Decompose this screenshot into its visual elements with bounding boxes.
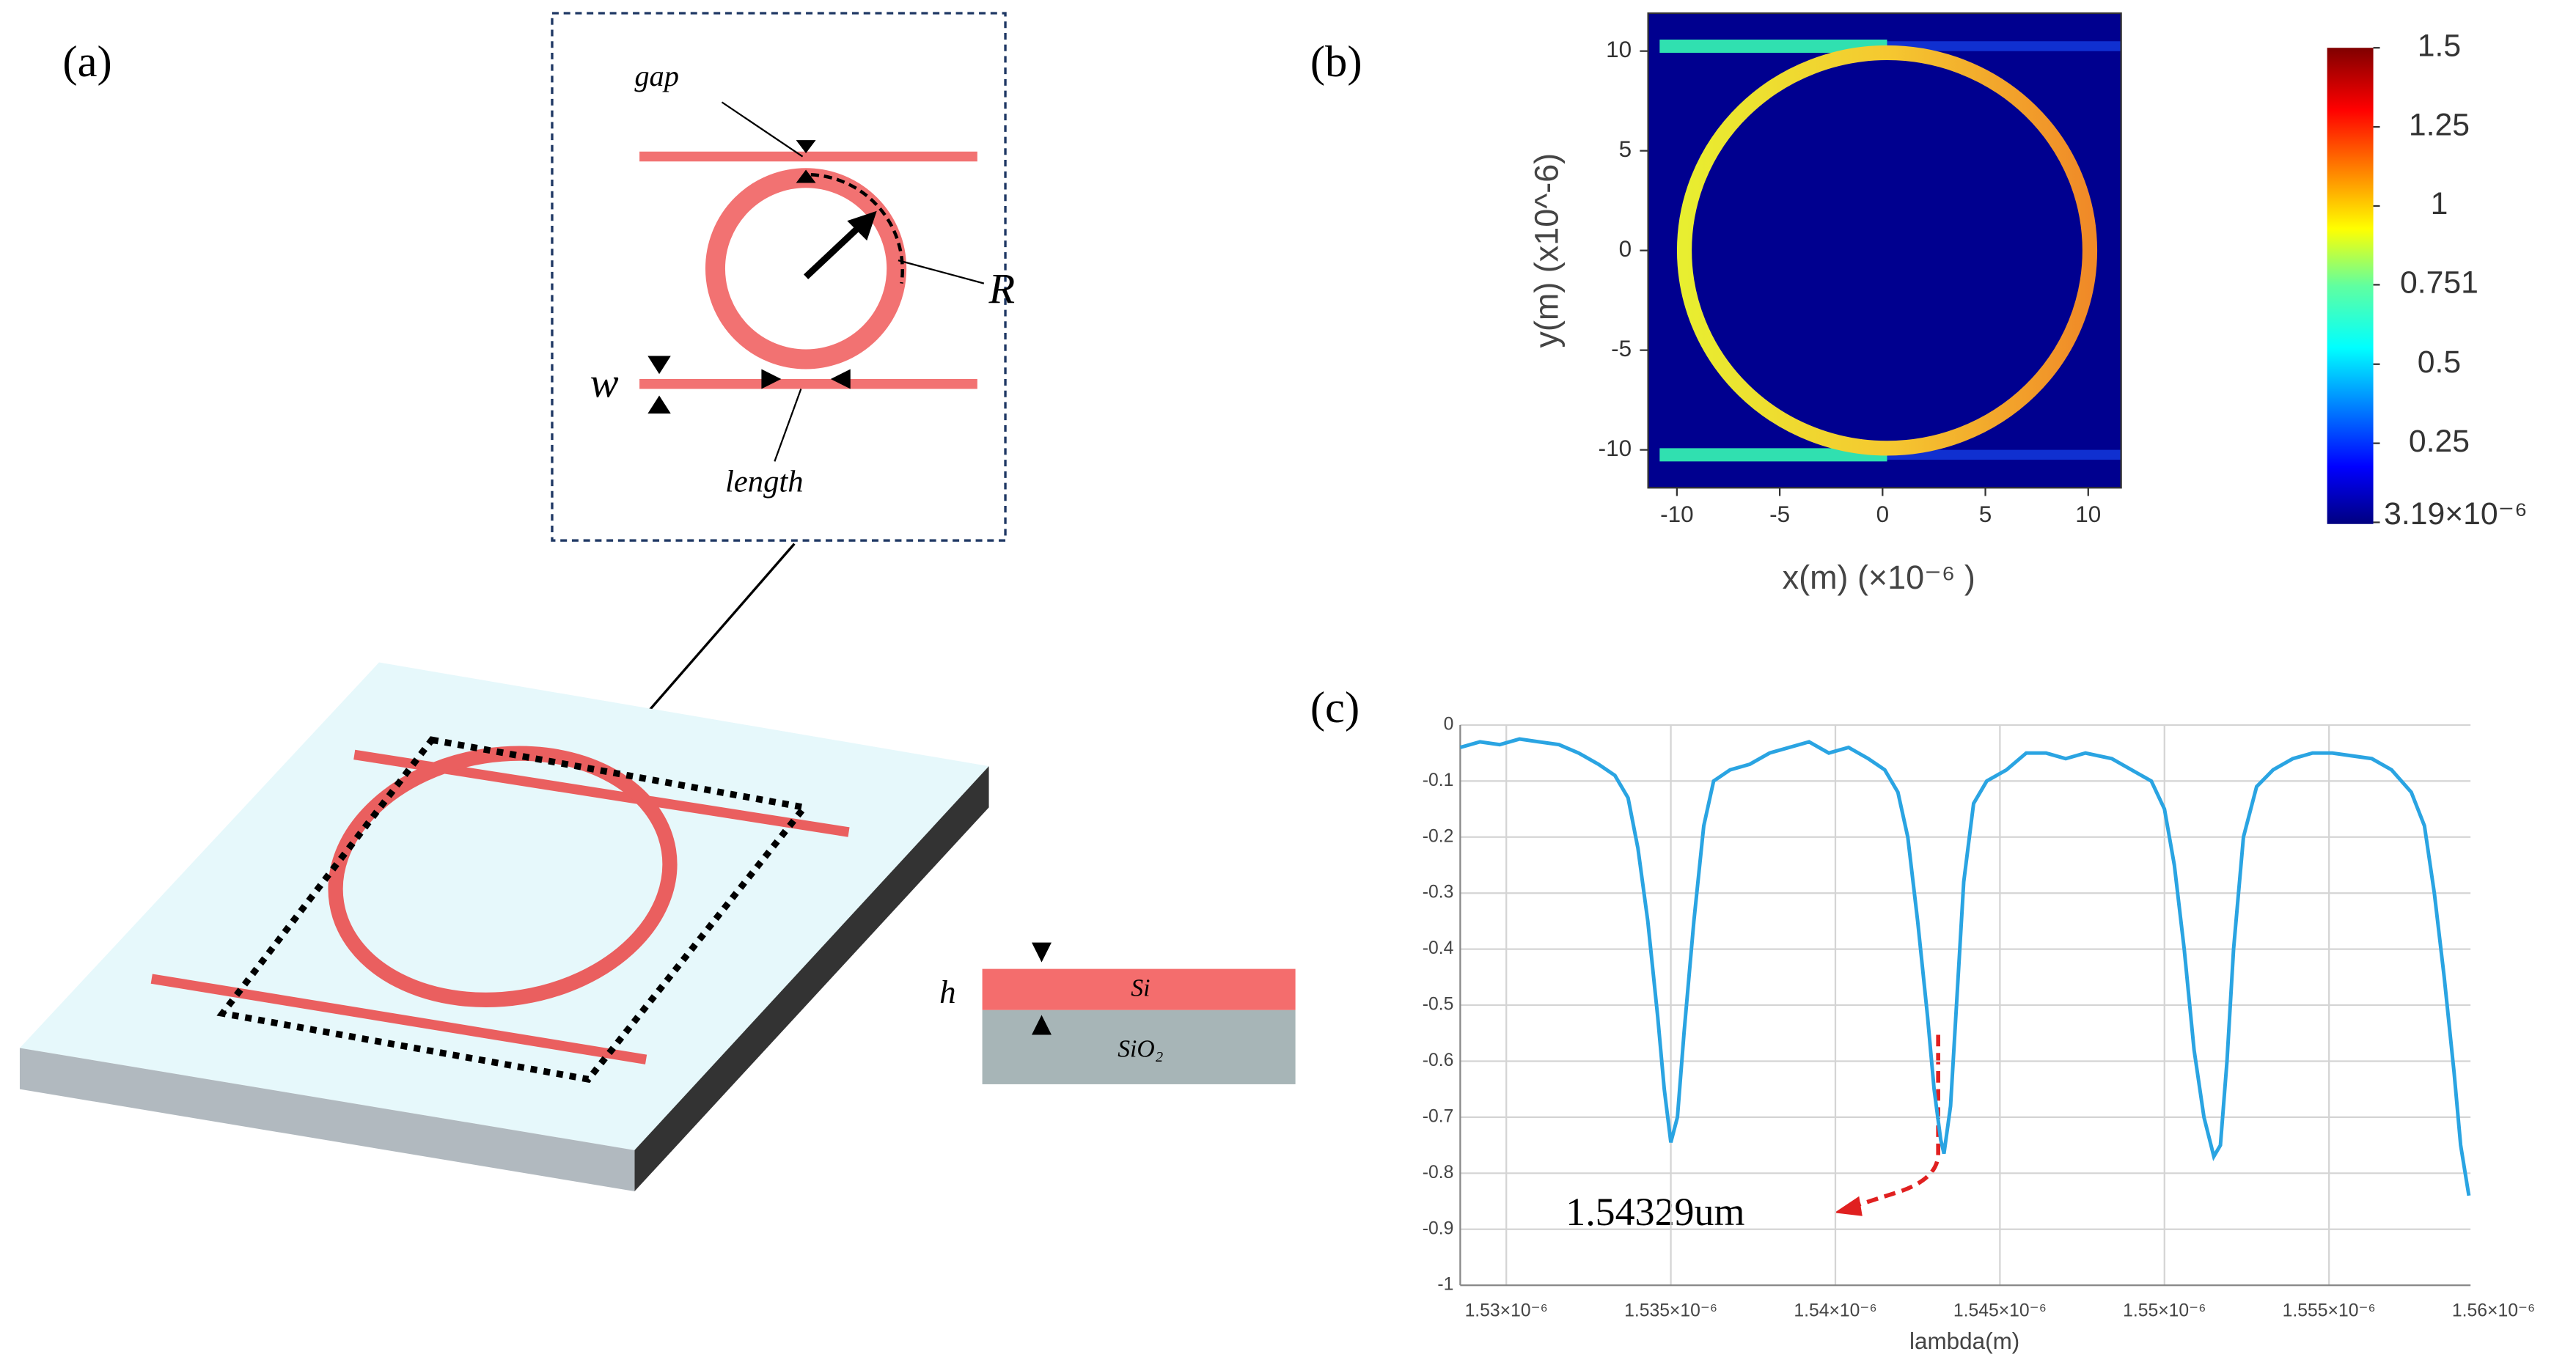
colorbar-label: 0.751: [2400, 265, 2478, 301]
arrowhead: [1031, 942, 1052, 963]
colorbar: [2327, 48, 2374, 524]
annotation: 1.54329um: [1566, 1190, 1744, 1234]
sio2-layer: [982, 1010, 1296, 1084]
y-tick-label: -1: [1437, 1275, 1453, 1295]
x-tick-label: 5: [1979, 501, 1992, 527]
zoom-box: [216, 736, 811, 1084]
arrowhead: [647, 356, 671, 375]
ring: [328, 746, 678, 1008]
y-tick-label: -0.7: [1423, 1106, 1454, 1126]
x-tick-label: 1.53×10⁻⁶: [1465, 1301, 1548, 1321]
arrowhead: [1834, 1196, 1863, 1216]
y-tick-label: 0: [1444, 714, 1454, 734]
y-tick-label: -0.6: [1423, 1051, 1454, 1070]
panel-a: (a) gap R w length h Si SiO₂: [19, 12, 1296, 1192]
panel-label: (b): [1310, 37, 1362, 87]
y-axis-label: y(m) (x10^-6): [1528, 153, 1566, 348]
x-tick-label: 1.535×10⁻⁶: [1624, 1301, 1717, 1321]
panel-label: (c): [1310, 683, 1359, 732]
ring: [705, 168, 907, 369]
waveguide: [150, 974, 647, 1064]
slab-side: [634, 766, 989, 1192]
y-tick-label: 10: [1606, 37, 1632, 62]
h-label: h: [939, 974, 955, 1010]
arrowhead: [796, 169, 816, 183]
y-tick-label: -0.8: [1423, 1163, 1454, 1183]
field-map: [1648, 13, 2374, 524]
y-tick-label: -0.5: [1423, 995, 1454, 1015]
r-label: R: [988, 265, 1016, 313]
y-tick-label: 5: [1619, 136, 1632, 162]
y-tick-label: -5: [1611, 336, 1632, 361]
x-tick-label: -10: [1660, 501, 1693, 527]
si-label: Si: [1131, 975, 1150, 1002]
panel-label: (a): [62, 37, 111, 87]
y-tick-label: -0.4: [1423, 938, 1454, 958]
series-line: [1459, 737, 2471, 1196]
length-label: length: [725, 465, 804, 499]
y-tick-label: 0: [1619, 236, 1632, 262]
w-label: w: [590, 359, 619, 407]
colorbar-label: 1: [2431, 186, 2448, 221]
x-tick-label: 10: [2075, 501, 2101, 527]
y-tick-label: -0.2: [1423, 826, 1454, 846]
x-tick-label: 1.545×10⁻⁶: [1953, 1301, 2047, 1321]
arrowhead: [796, 140, 816, 154]
x-tick-label: 1.55×10⁻⁶: [2123, 1301, 2206, 1321]
ring-field: [1676, 45, 2098, 456]
x-axis-label: lambda(m): [1909, 1328, 2019, 1354]
gap-label: gap: [634, 59, 679, 92]
arrowhead: [1031, 1015, 1052, 1035]
slab-top: [19, 662, 989, 1150]
x-tick-label: 1.56×10⁻⁶: [2452, 1301, 2535, 1321]
arrowhead: [830, 369, 851, 389]
si-layer: [982, 968, 1296, 1010]
background: [1648, 13, 2121, 488]
leader: [898, 260, 985, 284]
inset-box: [551, 12, 1007, 542]
sio2-label: SiO₂: [1118, 1036, 1163, 1063]
colorbar-label: 1.25: [2409, 107, 2470, 142]
colorbar-label: 1.5: [2418, 28, 2461, 63]
leader: [774, 389, 802, 462]
y-tick-label: -0.3: [1423, 883, 1454, 902]
arrowhead: [761, 369, 782, 389]
x-tick-label: 1.54×10⁻⁶: [1794, 1301, 1876, 1321]
x-axis-label: x(m) (×10⁻⁶ ): [1783, 559, 1975, 596]
colorbar-label: 0.25: [2409, 424, 2470, 459]
x-tick-label: 1.555×10⁻⁶: [2283, 1301, 2376, 1321]
colorbar-label: 0.5: [2418, 345, 2461, 380]
x-tick-label: 0: [1876, 501, 1890, 527]
y-tick-label: -0.1: [1423, 771, 1454, 790]
arrowhead: [847, 210, 877, 241]
slab-front: [19, 1048, 635, 1192]
leader: [721, 101, 804, 158]
y-tick-label: -10: [1599, 435, 1632, 461]
radius-arrow: [803, 223, 863, 279]
x-tick-label: -5: [1769, 501, 1790, 527]
colorbar-label: 3.19×10⁻⁶: [2384, 496, 2528, 532]
y-tick-label: -0.9: [1423, 1218, 1454, 1238]
arrowhead: [647, 395, 671, 414]
